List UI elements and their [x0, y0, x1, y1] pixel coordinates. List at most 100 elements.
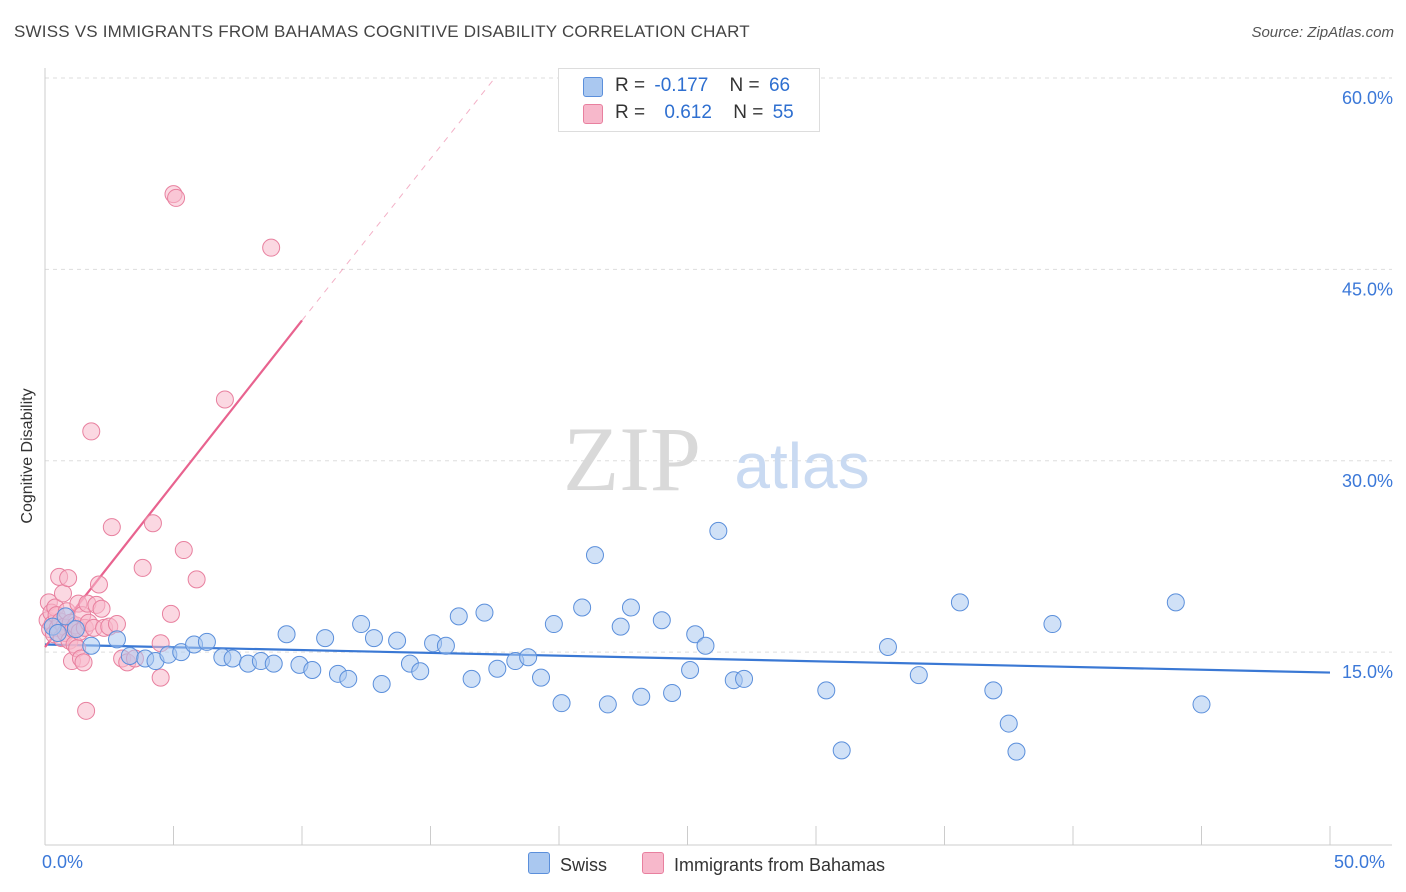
point-swiss [1043, 615, 1062, 634]
point-bahamas [167, 188, 186, 207]
trend-line-bahamas-extension [301, 77, 496, 321]
point-swiss [48, 623, 67, 642]
point-swiss [264, 654, 283, 673]
point-swiss [878, 638, 897, 657]
axes [44, 68, 1392, 846]
x-tick-label-min: 0.0% [42, 852, 84, 872]
point-swiss [56, 607, 75, 626]
x-tick-label-max: 50.0% [1334, 852, 1386, 872]
tick-labels: 15.0% 30.0% 45.0% 60.0% [1342, 88, 1393, 682]
n-value-swiss: 66 [768, 75, 791, 96]
legend-text-swiss: R = -0.177 N = 66 [615, 75, 790, 97]
point-swiss [621, 598, 640, 617]
r-value-bahamas: 0.612 [664, 102, 712, 123]
point-swiss [339, 669, 358, 688]
legend-swatch-swiss [528, 852, 550, 874]
y-tick-label: 15.0% [1342, 662, 1393, 682]
y-axis-label: Cognitive Disability [19, 388, 36, 524]
point-swiss [681, 660, 700, 679]
point-swiss [611, 617, 630, 636]
point-swiss [909, 666, 928, 685]
point-swiss [388, 631, 407, 650]
source-label: Source: ZipAtlas.com [1251, 24, 1394, 41]
point-swiss [462, 669, 481, 688]
point-swiss [436, 636, 455, 655]
point-swiss [372, 675, 391, 694]
watermark-zip: ZIP [563, 408, 701, 510]
r-label: R = [615, 102, 646, 123]
point-swiss [663, 683, 682, 702]
point-swiss [709, 521, 728, 540]
point-swiss [107, 630, 126, 649]
point-bahamas [92, 599, 111, 618]
r-label: R = [615, 75, 646, 96]
r-value-swiss: -0.177 [654, 75, 709, 96]
point-swiss [984, 681, 1003, 700]
trend-line-swiss [44, 643, 1331, 674]
point-swiss [197, 632, 216, 651]
point-swiss [585, 546, 604, 565]
legend-swatch-bahamas [642, 852, 664, 874]
point-swiss [277, 625, 296, 644]
watermark-atlas: atlas [734, 430, 869, 502]
n-label: N = [729, 75, 760, 96]
grid-lines [45, 77, 1392, 653]
point-bahamas [215, 390, 234, 409]
legend-swatch-swiss [583, 77, 603, 97]
point-swiss [696, 636, 715, 655]
point-swiss [652, 611, 671, 630]
legend-label-bahamas: Immigrants from Bahamas [674, 855, 886, 875]
y-tick-label: 30.0% [1342, 471, 1393, 491]
legend-swatch-bahamas [583, 104, 603, 124]
point-bahamas [74, 653, 93, 672]
point-bahamas [107, 615, 126, 634]
point-bahamas [59, 569, 78, 588]
point-bahamas [151, 668, 170, 687]
n-label: N = [733, 102, 764, 123]
point-swiss [735, 669, 754, 688]
point-bahamas [133, 558, 152, 577]
point-swiss [82, 636, 101, 655]
legend-item-bahamas: Immigrants from Bahamas [642, 852, 885, 876]
point-swiss [999, 714, 1018, 733]
point-bahamas [82, 422, 101, 441]
point-bahamas [187, 570, 206, 589]
point-swiss [532, 668, 551, 687]
point-swiss [832, 741, 851, 760]
legend-stats: R = -0.177 N = 66 R = 0.612 N = 55 [558, 68, 820, 132]
point-bahamas [102, 518, 121, 537]
point-swiss [475, 603, 494, 622]
point-swiss [66, 620, 85, 639]
point-swiss [552, 694, 571, 713]
point-swiss [364, 629, 383, 648]
point-swiss [352, 615, 371, 634]
point-swiss [598, 695, 617, 714]
legend-item-swiss: Swiss [528, 852, 607, 876]
point-swiss [1007, 742, 1026, 761]
point-swiss [817, 681, 836, 700]
legend-text-bahamas: R = 0.612 N = 55 [615, 102, 794, 124]
point-bahamas [174, 541, 193, 560]
legend-series: Swiss Immigrants from Bahamas [0, 852, 1406, 876]
y-tick-label: 60.0% [1342, 88, 1393, 108]
point-swiss [488, 659, 507, 678]
point-swiss [544, 615, 563, 634]
point-bahamas [89, 575, 108, 594]
point-bahamas [143, 514, 162, 533]
point-swiss [519, 648, 538, 667]
point-swiss [223, 649, 242, 668]
y-tick-label: 45.0% [1342, 279, 1393, 299]
point-swiss [950, 593, 969, 612]
n-value-bahamas: 55 [772, 102, 794, 123]
point-swiss [686, 625, 705, 644]
watermark: ZIP atlas [563, 408, 870, 510]
point-swiss [303, 660, 322, 679]
trend-lines [44, 77, 1331, 674]
point-swiss [120, 646, 139, 665]
point-swiss [449, 607, 468, 626]
series-bahamas-points [38, 185, 281, 720]
point-bahamas [53, 584, 72, 603]
trend-line-bahamas [44, 319, 303, 648]
point-swiss [1192, 695, 1211, 714]
